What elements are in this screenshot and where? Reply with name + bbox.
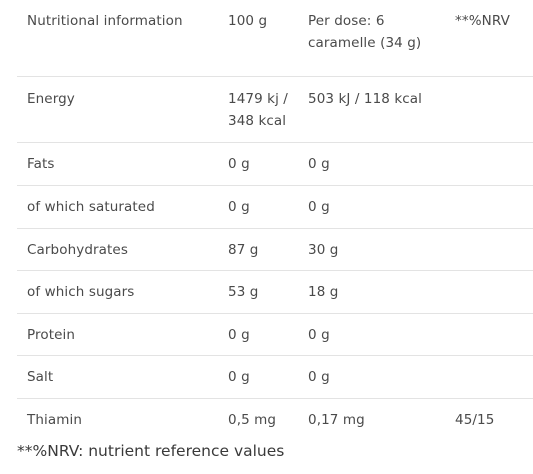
row-label: Fats [27, 156, 55, 172]
row-per-100g: 87 g [228, 242, 259, 258]
row-label: Carbohydrates [27, 242, 128, 258]
header-per-dose: Per dose: 6 caramelle (34 g) [308, 13, 422, 51]
row-label: Energy [27, 91, 75, 107]
row-per-100g: 0 g [228, 156, 250, 172]
row-per-100g: 0 g [228, 369, 250, 385]
row-per-dose: 30 g [308, 242, 339, 258]
row-label: of which sugars [27, 284, 135, 300]
row-label: of which saturated [27, 199, 155, 215]
table-row: Thiamin 0,5 mg 0,17 mg 45/15 [17, 399, 533, 439]
table-row: Salt 0 g 0 g [17, 356, 533, 399]
header-label: Nutritional information [27, 13, 183, 29]
header-per-100g: 100 g [228, 13, 268, 29]
row-per-dose: 0 g [308, 327, 330, 343]
row-per-100g: 1479 kj / 348 kcal [228, 91, 288, 129]
row-label: Salt [27, 369, 54, 385]
row-per-dose: 18 g [308, 284, 339, 300]
table-header-row: Nutritional information 100 g Per dose: … [17, 0, 533, 77]
row-per-100g: 0 g [228, 327, 250, 343]
row-per-dose: 503 kJ / 118 kcal [308, 91, 423, 107]
header-nrv: **%NRV [455, 13, 510, 29]
row-per-100g: 53 g [228, 284, 259, 300]
row-nrv: 45/15 [455, 412, 495, 428]
table-row: Fats 0 g 0 g [17, 143, 533, 186]
row-per-dose: 0,17 mg [308, 412, 365, 428]
row-per-dose: 0 g [308, 369, 330, 385]
table-row: of which saturated 0 g 0 g [17, 186, 533, 229]
nutrition-table: Nutritional information 100 g Per dose: … [17, 0, 533, 439]
row-label: Thiamin [27, 412, 82, 428]
row-per-dose: 0 g [308, 199, 330, 215]
row-per-dose: 0 g [308, 156, 330, 172]
row-per-100g: 0,5 mg [228, 412, 277, 428]
row-label: Protein [27, 327, 76, 343]
nrv-footnote: **%NRV: nutrient reference values [17, 442, 285, 460]
row-per-100g: 0 g [228, 199, 250, 215]
table-row: Energy 1479 kj / 348 kcal 503 kJ / 118 k… [17, 77, 533, 143]
table-row: Carbohydrates 87 g 30 g [17, 229, 533, 271]
table-row: Protein 0 g 0 g [17, 314, 533, 356]
table-row: of which sugars 53 g 18 g [17, 271, 533, 314]
